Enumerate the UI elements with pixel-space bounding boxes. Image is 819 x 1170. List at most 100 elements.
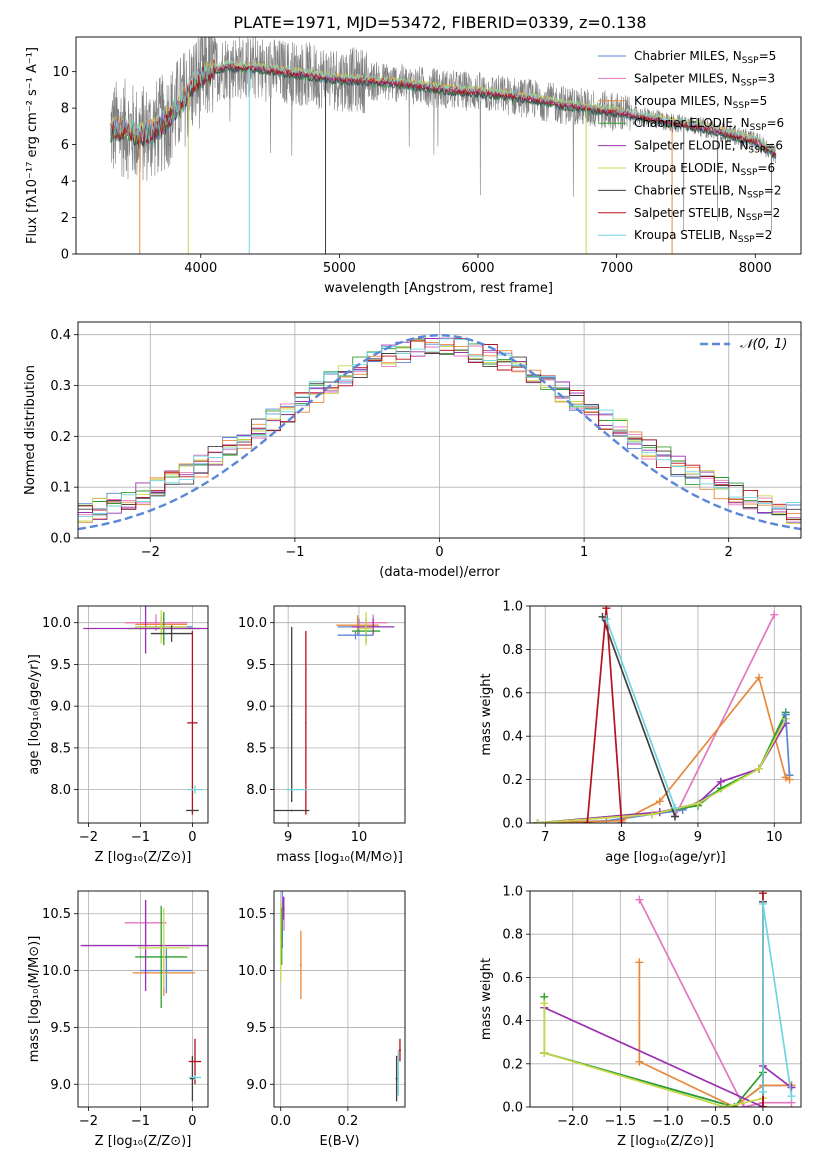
plot-area (279, 891, 401, 1102)
weight-marker (671, 803, 680, 812)
legend-nssp: =2 (755, 228, 773, 242)
weight-line-3 (537, 711, 787, 823)
data-point-8 (187, 785, 203, 794)
y-tick-label: 10.0 (238, 964, 267, 979)
legend-entry: Salpeter ELODIE, NSSP=6 (634, 139, 783, 156)
x-tick-label: 0 (188, 1114, 196, 1129)
legend-nssp: =2 (763, 206, 781, 220)
y-tick-label: 10.0 (238, 616, 267, 631)
axes-frame (273, 890, 406, 1108)
ticks: −2 −1 0 8.0 8.5 9.0 9.5 10.0 (42, 616, 196, 845)
legend-nssp: =5 (750, 94, 768, 108)
x-axis-label: age [log₁₀(age/yr)] (605, 850, 726, 865)
model-spectrum-line-8 (110, 60, 776, 152)
data-point-5 (279, 902, 282, 982)
axes-age-vs-Z: −2 −1 0 8.0 8.5 9.0 9.5 10.0 Z [log₁₀(Z/Z⊙)] age … (27, 605, 209, 865)
y-tick-label: 8.0 (246, 783, 267, 798)
y-tick-label: 10.0 (42, 964, 71, 979)
data-point-4 (282, 896, 285, 920)
weight-line-8 (605, 618, 676, 809)
y-tick-label: 8.5 (50, 741, 71, 756)
legend-nssp: =3 (757, 71, 775, 85)
weight-marker (716, 777, 725, 786)
legend-nssp: =6 (766, 116, 784, 130)
y-tick-label: 9.5 (246, 1021, 267, 1036)
y-tick-label: 2 (61, 211, 69, 226)
y-tick-label: 6 (61, 138, 69, 153)
x-tick-label: −1.0 (652, 1114, 684, 1129)
x-axis-label: Z [log₁₀(Z/Z⊙)] (95, 1134, 192, 1149)
y-tick-label: 1.0 (502, 885, 523, 900)
x-axis-label: Z [log₁₀(Z/Z⊙)] (617, 1134, 714, 1149)
axes-age-vs-mass: 9 10 8.0 8.5 9.0 9.5 10.0 mass [log₁₀(M/M⊙)] (238, 605, 406, 865)
y-tick-label: 9.0 (246, 700, 267, 715)
x-tick-label: −1 (285, 545, 304, 560)
y-tick-label: 9.5 (246, 658, 267, 673)
data-point-8 (286, 788, 308, 791)
x-tick-label: 1 (580, 545, 588, 560)
x-tick-label: 0 (188, 830, 196, 845)
y-tick-label: 0.2 (50, 430, 71, 445)
weight-marker (787, 1083, 796, 1092)
legend-entry: Chabrier STELIB, NSSP=2 (634, 183, 782, 200)
axes-frame (529, 605, 802, 824)
y-tick-label: 0.4 (502, 730, 523, 745)
weight-marker (648, 810, 657, 819)
y-tick-label: 1.0 (502, 600, 523, 615)
data-point-7 (398, 1038, 401, 1062)
y-tick-label: 0.1 (50, 481, 71, 496)
x-tick-label: 0 (435, 545, 443, 560)
weight-marker (635, 895, 644, 904)
ticks: 7 8 9 10 0.0 0.2 0.4 0.6 0.8 1.0 (502, 600, 782, 846)
weight-marker (540, 999, 549, 1008)
data-point-6 (290, 626, 293, 803)
weight-marker (693, 799, 702, 808)
weight-line-5 (543, 1003, 764, 1107)
y-axis-label: Normed distribution (23, 365, 38, 495)
legend-entry: Chabrier MILES, NSSP=5 (634, 49, 776, 66)
weight-marker (635, 1057, 644, 1066)
legend-entry: Salpeter MILES, NSSP=3 (634, 71, 775, 88)
y-tick-label: 9.5 (50, 658, 71, 673)
axes-mass-vs-Z: −2 −1 0 9.0 9.5 10.0 10.5 Z [log₁₀(Z/Z⊙)] mass [… (27, 890, 209, 1149)
axes-residuals: −2 −1 0 1 2 0.0 0.1 0.2 0.3 0.4 (data-model)/error… (23, 321, 802, 580)
weight-marker (602, 606, 611, 613)
data-point-4 (80, 900, 208, 992)
x-tick-label: 9 (694, 830, 702, 845)
weight-marker (755, 764, 764, 773)
x-tick-label: −2 (79, 1114, 98, 1129)
weight-marker (739, 1103, 748, 1107)
x-axis-label: E(B-V) (319, 1134, 359, 1149)
y-tick-label: 10.5 (238, 907, 267, 922)
weight-marker (755, 673, 764, 682)
legend-entry: Kroupa ELODIE, NSSP=6 (634, 161, 775, 178)
data-point-0 (140, 947, 193, 994)
y-tick-label: 0.0 (502, 817, 523, 832)
data-point-7 (305, 631, 307, 815)
weight-line-3 (543, 996, 764, 1107)
data-point-4 (351, 618, 395, 636)
y-tick-label: 0.8 (502, 928, 523, 943)
y-tick-label: 9.0 (50, 1078, 71, 1093)
residuals-legend: 𝒩(0, 1) (700, 337, 787, 352)
x-tick-label: 8 (617, 830, 625, 845)
grid (274, 891, 405, 1107)
spectrum-legend: Chabrier MILES, NSSP=5 Salpeter MILES, NS… (598, 49, 784, 245)
weight-marker (720, 1103, 729, 1107)
legend-entry: Kroupa STELIB, NSSP=2 (634, 228, 772, 245)
x-axis-label: wavelength [Angstrom, rest frame] (324, 281, 553, 296)
data-point-8 (188, 1075, 202, 1080)
data-point-10 (337, 631, 374, 640)
weight-marker (758, 1087, 767, 1096)
data-point-6 (395, 1055, 398, 1102)
y-tick-label: 0.0 (50, 532, 71, 547)
ticks: 0.0 0.2 9.0 9.5 10.0 10.5 (238, 907, 358, 1129)
x-tick-label: 10 (766, 830, 783, 845)
axes-spectrum: 4000 5000 6000 7000 8000 0 2 4 6 8 10 wavelength [A… (25, 36, 802, 296)
y-axis-label: mass weight (479, 673, 494, 755)
weight-marker (785, 775, 794, 784)
weight-marker (540, 1049, 549, 1057)
weight-marker (770, 610, 779, 619)
data-point-9 (274, 809, 310, 812)
legend-entry: Chabrier ELODIE, NSSP=6 (634, 116, 784, 133)
